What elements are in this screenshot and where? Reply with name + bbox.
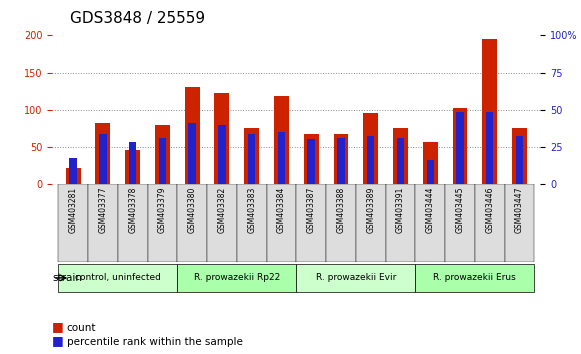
Bar bbox=[125, 150, 140, 184]
FancyBboxPatch shape bbox=[118, 184, 148, 262]
FancyBboxPatch shape bbox=[386, 184, 415, 262]
Bar bbox=[367, 136, 374, 184]
Bar bbox=[248, 134, 256, 184]
Text: GSM403380: GSM403380 bbox=[188, 187, 196, 233]
Bar bbox=[218, 125, 225, 184]
Bar bbox=[129, 142, 137, 184]
Text: GDS3848 / 25559: GDS3848 / 25559 bbox=[70, 11, 205, 25]
Bar bbox=[337, 138, 345, 184]
Text: GSM403378: GSM403378 bbox=[128, 187, 137, 233]
FancyBboxPatch shape bbox=[296, 184, 326, 262]
Bar bbox=[95, 123, 110, 184]
FancyBboxPatch shape bbox=[267, 184, 296, 262]
Bar bbox=[307, 139, 315, 184]
FancyBboxPatch shape bbox=[177, 184, 207, 262]
FancyBboxPatch shape bbox=[148, 184, 177, 262]
Bar bbox=[159, 138, 166, 184]
Bar bbox=[244, 127, 259, 184]
FancyBboxPatch shape bbox=[296, 263, 415, 292]
Bar bbox=[66, 168, 81, 184]
Bar bbox=[363, 113, 378, 184]
Bar bbox=[516, 136, 523, 184]
Bar bbox=[482, 39, 497, 184]
Text: GSM403377: GSM403377 bbox=[98, 187, 107, 233]
Bar bbox=[155, 125, 170, 184]
Text: percentile rank within the sample: percentile rank within the sample bbox=[67, 337, 243, 347]
Bar bbox=[333, 133, 349, 184]
Text: GSM403383: GSM403383 bbox=[247, 187, 256, 233]
Bar bbox=[423, 142, 437, 184]
Text: ■: ■ bbox=[52, 334, 64, 347]
Text: strain: strain bbox=[53, 273, 83, 283]
Text: ■: ■ bbox=[52, 320, 64, 333]
Text: R. prowazekii Erus: R. prowazekii Erus bbox=[433, 273, 517, 282]
Text: GSM403391: GSM403391 bbox=[396, 187, 405, 233]
Bar bbox=[99, 134, 106, 184]
FancyBboxPatch shape bbox=[445, 184, 475, 262]
Bar bbox=[214, 93, 229, 184]
Bar bbox=[426, 160, 434, 184]
Bar bbox=[69, 158, 77, 184]
FancyBboxPatch shape bbox=[356, 184, 386, 262]
FancyBboxPatch shape bbox=[207, 184, 237, 262]
Bar bbox=[274, 96, 289, 184]
Text: control, uninfected: control, uninfected bbox=[75, 273, 161, 282]
Text: count: count bbox=[67, 323, 96, 333]
Text: GSM403382: GSM403382 bbox=[217, 187, 227, 233]
FancyBboxPatch shape bbox=[415, 263, 535, 292]
Bar bbox=[456, 112, 464, 184]
FancyBboxPatch shape bbox=[58, 263, 177, 292]
Text: GSM403384: GSM403384 bbox=[277, 187, 286, 233]
Bar bbox=[397, 138, 404, 184]
Text: R. prowazekii Evir: R. prowazekii Evir bbox=[315, 273, 396, 282]
Text: GSM403444: GSM403444 bbox=[426, 187, 435, 233]
Bar bbox=[304, 134, 318, 184]
Text: GSM403281: GSM403281 bbox=[69, 187, 78, 233]
Text: R. prowazekii Rp22: R. prowazekii Rp22 bbox=[193, 273, 280, 282]
Text: GSM403445: GSM403445 bbox=[456, 187, 464, 233]
Bar bbox=[393, 127, 408, 184]
Text: GSM403389: GSM403389 bbox=[366, 187, 375, 233]
FancyBboxPatch shape bbox=[58, 184, 88, 262]
Bar bbox=[486, 112, 493, 184]
Text: GSM403379: GSM403379 bbox=[158, 187, 167, 233]
Bar bbox=[188, 123, 196, 184]
FancyBboxPatch shape bbox=[475, 184, 505, 262]
FancyBboxPatch shape bbox=[237, 184, 267, 262]
FancyBboxPatch shape bbox=[177, 263, 296, 292]
FancyBboxPatch shape bbox=[88, 184, 118, 262]
Text: GSM403388: GSM403388 bbox=[336, 187, 346, 233]
Bar bbox=[278, 132, 285, 184]
Bar bbox=[512, 127, 527, 184]
FancyBboxPatch shape bbox=[505, 184, 535, 262]
Text: GSM403446: GSM403446 bbox=[485, 187, 494, 233]
Bar bbox=[185, 87, 200, 184]
Text: GSM403447: GSM403447 bbox=[515, 187, 524, 233]
FancyBboxPatch shape bbox=[326, 184, 356, 262]
Text: GSM403387: GSM403387 bbox=[307, 187, 315, 233]
Bar bbox=[453, 108, 468, 184]
FancyBboxPatch shape bbox=[415, 184, 445, 262]
